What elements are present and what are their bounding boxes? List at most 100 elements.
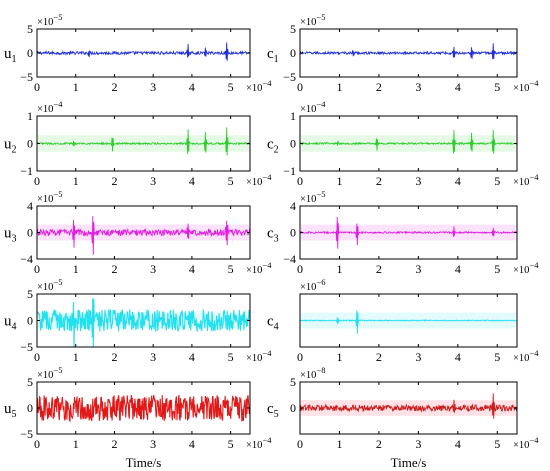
x-tick-label: 2 — [111, 262, 117, 276]
series-line-u5 — [36, 395, 251, 423]
series-line-u3 — [36, 216, 251, 255]
x-axis-title: Time/s — [391, 455, 427, 470]
panel-label-u1: u1 — [4, 46, 17, 65]
x-tick-label: 5 — [494, 174, 500, 188]
y-exponent-label: ×10−5 — [37, 189, 62, 205]
x-tick-label: 1 — [73, 437, 79, 451]
x-tick-label: 4 — [189, 80, 195, 94]
x-tick-label: 3 — [415, 262, 421, 276]
y-tick-label: −1 — [283, 164, 296, 178]
x-tick-label: 2 — [376, 437, 382, 451]
x-tick-label: 4 — [189, 350, 195, 364]
panel-c1: 0 1 2 3 4 5 ×10−4−505 ×10−5c1 — [267, 12, 539, 94]
x-tick-label: 5 — [494, 262, 500, 276]
x-tick-label: 3 — [415, 174, 421, 188]
x-tick-label: 4 — [189, 262, 195, 276]
x-tick-label: 0 — [34, 350, 40, 364]
x-tick-label: 0 — [297, 350, 303, 364]
y-exponent-label: ×10−4 — [300, 99, 326, 115]
x-tick-label: 2 — [376, 262, 382, 276]
x-tick-label: 1 — [73, 80, 79, 94]
y-tick-label: −5 — [20, 70, 33, 84]
x-tick-label: 4 — [455, 80, 461, 94]
x-tick-label: 2 — [376, 80, 382, 94]
panel-c3: 0 1 2 3 4 5 ×10−4−404 ×10−5c3 — [267, 189, 539, 276]
panel-u4: 0 1 2 3 4 5 ×10−4−505 ×10−5u4 — [4, 277, 272, 364]
x-exponent-label: ×10−4 — [246, 172, 272, 188]
y-exponent-label: ×10−5 — [37, 365, 62, 381]
x-tick-label: 2 — [376, 174, 382, 188]
x-tick-label: 5 — [228, 262, 234, 276]
y-tick-label: 0 — [290, 137, 296, 151]
x-tick-label: 5 — [494, 437, 500, 451]
x-tick-label: 1 — [73, 350, 79, 364]
x-tick-label: 3 — [415, 437, 421, 451]
x-tick-label: 5 — [228, 174, 234, 188]
x-tick-label: 0 — [297, 174, 303, 188]
y-tick-label: 4 — [290, 199, 296, 213]
y-tick-label: 0 — [290, 46, 296, 60]
y-tick-label: 0 — [27, 46, 33, 60]
x-exponent-label: ×10−4 — [246, 435, 272, 451]
x-tick-label: 0 — [34, 174, 40, 188]
panel-label-c1: c1 — [267, 46, 279, 65]
x-tick-label: 4 — [455, 262, 461, 276]
x-tick-label: 0 — [297, 437, 303, 451]
panel-c2: 0 1 2 3 4 5 ×10−4−101 ×10−4c2 — [267, 99, 539, 188]
x-tick-label: 1 — [336, 350, 342, 364]
series-line-u1 — [36, 42, 251, 61]
axes-frame — [299, 293, 518, 348]
x-tick-label: 1 — [336, 437, 342, 451]
panel-label-c3: c3 — [267, 226, 279, 245]
x-tick-label: 3 — [150, 262, 156, 276]
y-exponent-label: ×10−8 — [300, 365, 325, 381]
series-line-c1 — [299, 43, 518, 60]
y-tick-label: 0 — [290, 226, 296, 240]
panel-label-c2: c2 — [267, 137, 279, 156]
x-tick-label: 1 — [73, 262, 79, 276]
panel-label-u4: u4 — [4, 314, 17, 333]
panel-label-c4: c4 — [267, 314, 279, 333]
x-tick-label: 0 — [297, 262, 303, 276]
panel-u2: 0 1 2 3 4 5 ×10−4−101 ×10−4u2 — [4, 99, 272, 188]
y-tick-label: 0 — [27, 226, 33, 240]
y-tick-label: 1 — [27, 109, 33, 123]
series-line-c3 — [299, 216, 518, 249]
x-tick-label: 4 — [189, 174, 195, 188]
y-tick-label: 5 — [290, 375, 296, 389]
series-line-u4 — [36, 298, 251, 347]
x-tick-label: 4 — [455, 350, 461, 364]
x-tick-label: 3 — [150, 350, 156, 364]
y-tick-label: −1 — [20, 164, 33, 178]
x-tick-label: 5 — [228, 350, 234, 364]
y-exponent-label: ×10−5 — [300, 189, 325, 205]
x-tick-label: 2 — [111, 174, 117, 188]
y-exponent-label: ×10−6 — [300, 277, 325, 293]
y-tick-label: −4 — [283, 252, 296, 266]
x-exponent-label: ×10−4 — [513, 435, 539, 451]
x-tick-label: 1 — [73, 174, 79, 188]
x-tick-label: 3 — [150, 437, 156, 451]
x-tick-label: 0 — [34, 262, 40, 276]
x-tick-label: 2 — [111, 350, 117, 364]
x-exponent-label: ×10−4 — [246, 78, 272, 94]
x-tick-label: 3 — [415, 350, 421, 364]
x-tick-label: 4 — [455, 437, 461, 451]
y-tick-label: 5 — [27, 375, 33, 389]
x-tick-label: 2 — [376, 350, 382, 364]
y-tick-label: 0 — [290, 401, 296, 415]
x-tick-label: 5 — [228, 80, 234, 94]
y-exponent-label: ×10−5 — [37, 12, 62, 28]
series-line-c4 — [299, 310, 518, 334]
panel-c4: 0 1 2 3 4 5 ×10−4 ×10−6 c4 — [267, 277, 539, 364]
x-exponent-label: ×10−4 — [513, 348, 539, 364]
panel-u3: 0 1 2 3 4 5 ×10−4−404 ×10−5u3 — [4, 189, 272, 276]
y-tick-label: 1 — [290, 109, 296, 123]
x-tick-label: 5 — [494, 350, 500, 364]
x-tick-label: 0 — [34, 437, 40, 451]
x-exponent-label: ×10−4 — [513, 260, 539, 276]
panel-c5: 0 1 2 3 4 5 ×10−4 0 5 ×10−8 c5 Time/s — [267, 365, 539, 470]
panel-label-u2: u2 — [4, 137, 17, 156]
